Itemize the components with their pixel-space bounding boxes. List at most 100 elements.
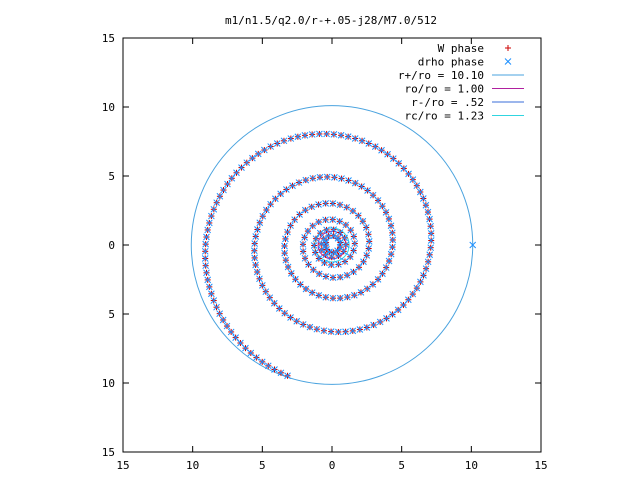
drho-phase-point — [329, 216, 337, 223]
legend-label: drho phase — [418, 56, 484, 69]
drho-phase-point — [330, 232, 338, 240]
chart-title: m1/n1.5/q2.0/r-+.05-j28/M7.0/512 — [225, 14, 437, 27]
drho-phase-point — [383, 315, 390, 322]
drho-phase-point — [299, 248, 307, 255]
drho-phase-point — [216, 310, 224, 318]
drho-phase-point — [335, 252, 342, 260]
drho-phase-point — [389, 311, 396, 318]
drho-phase-point — [427, 237, 435, 244]
drho-phase-point — [323, 173, 331, 181]
drho-phase-point — [299, 321, 307, 328]
drho-phase-point — [205, 219, 213, 227]
drho-phase-point — [342, 328, 349, 336]
drho-phase-point — [322, 239, 330, 246]
drho-phase-point — [210, 297, 218, 304]
x-tick-label: 5 — [398, 459, 405, 472]
drho-phase-point — [322, 273, 330, 280]
drho-phase-point — [363, 324, 371, 331]
drho-phase-point — [281, 249, 288, 257]
y-tick-label: 10 — [102, 377, 115, 390]
x-tick-label: 10 — [465, 459, 478, 472]
drho-phase-point — [321, 259, 328, 267]
drho-phase-point — [316, 130, 323, 138]
drho-phase-point — [343, 271, 351, 279]
drho-phase-point — [252, 261, 259, 269]
drho-phase-point — [203, 233, 210, 241]
x-tick-label: 15 — [534, 459, 547, 472]
drho-phase-point — [242, 344, 249, 352]
drho-phase-point — [213, 199, 221, 207]
drho-phase-point — [365, 230, 372, 238]
drho-phase-point — [267, 143, 275, 150]
drho-phase-point — [251, 240, 259, 247]
drho-phase-point — [282, 256, 290, 264]
drho-phase-point — [355, 263, 363, 271]
drho-phase-point — [359, 217, 367, 225]
legend-label: ro/ro = 1.00 — [405, 83, 484, 96]
drho-phase-point — [284, 228, 291, 236]
drho-phase-point — [330, 226, 338, 233]
drho-phase-point — [394, 306, 402, 314]
drho-phase-point — [201, 255, 209, 262]
drho-phase-point — [256, 275, 263, 283]
drho-phase-point — [387, 250, 395, 258]
drho-phase-point — [413, 284, 421, 292]
drho-phase-point — [216, 192, 224, 200]
drho-phase-point — [420, 272, 427, 279]
drho-phase-point — [283, 186, 290, 193]
drho-phase-point — [350, 247, 357, 254]
x-tick-label: 5 — [259, 459, 266, 472]
drho-phase-point — [295, 179, 303, 186]
drho-phase-point — [315, 218, 323, 226]
drho-phase-point — [301, 206, 309, 214]
drho-phase-point — [316, 173, 324, 181]
drho-phase-point — [277, 369, 285, 377]
drho-phase-point — [287, 135, 295, 142]
drho-phase-point — [382, 264, 390, 271]
drho-phase-point — [317, 240, 325, 248]
y-tick-label: 5 — [108, 308, 115, 321]
drho-phase-point — [281, 242, 288, 250]
drho-phase-point — [305, 261, 312, 268]
drho-phase-point — [427, 229, 435, 237]
drho-phase-point — [389, 236, 397, 244]
drho-phase-point — [371, 143, 379, 150]
legend-label: rc/ro = 1.23 — [405, 110, 484, 123]
drho-phase-point — [277, 190, 284, 198]
drho-phase-point — [354, 212, 362, 219]
drho-phase-point — [349, 207, 357, 215]
x-tick-label: 0 — [329, 459, 336, 472]
drho-phase-point — [309, 174, 317, 182]
drho-phase-point — [417, 278, 424, 286]
drho-phase-point — [287, 222, 294, 229]
drho-phase-point — [336, 229, 344, 236]
drho-phase-point — [320, 327, 328, 335]
drho-phase-point — [336, 217, 344, 225]
drho-phase-point — [223, 322, 231, 330]
drho-phase-point — [336, 243, 344, 251]
drho-phase-point — [315, 270, 323, 278]
drho-phase-point — [213, 303, 220, 311]
drho-phase-point — [409, 290, 417, 298]
drho-phase-point — [325, 232, 332, 240]
drho-phase-point — [293, 317, 301, 325]
drho-phase-point — [351, 135, 359, 142]
drho-phase-point — [272, 195, 279, 203]
drho-phase-point — [358, 137, 366, 145]
drho-phase-point — [374, 276, 382, 283]
drho-phase-point — [349, 327, 357, 335]
drho-phase-point — [233, 169, 240, 177]
drho-phase-point — [297, 281, 304, 288]
drho-phase-point — [322, 293, 330, 301]
drho-phase-point — [365, 238, 373, 245]
drho-phase-point — [343, 203, 351, 211]
drho-phase-point — [323, 246, 330, 253]
drho-phase-point — [335, 261, 342, 268]
drho-phase-point — [320, 235, 328, 243]
drho-phase-point — [331, 174, 338, 181]
drho-phase-point — [322, 216, 329, 224]
drho-phase-point — [328, 253, 336, 261]
legend-label: r+/ro = 10.10 — [398, 69, 484, 82]
drho-phase-point — [262, 288, 270, 296]
